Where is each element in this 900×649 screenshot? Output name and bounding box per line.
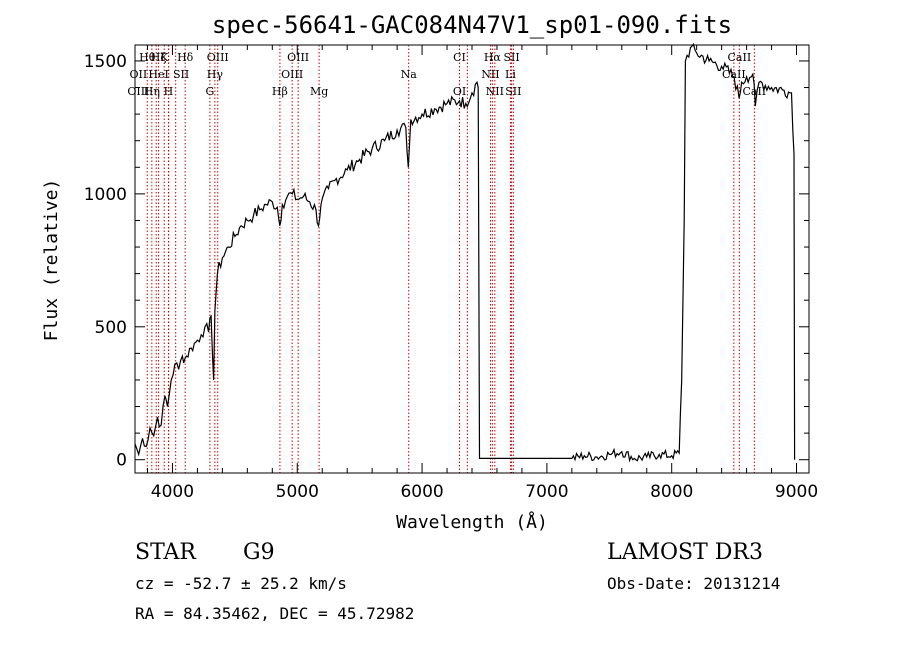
spectral-line-label: H <box>164 85 174 98</box>
spectral-line-label: Hα <box>484 51 502 64</box>
spectral-line-label: CaII <box>728 51 752 64</box>
y-tick-label: 1000 <box>84 185 127 205</box>
spectral-line-label: SII <box>503 51 519 64</box>
subclass-label: G9 <box>243 540 275 565</box>
y-tick-label: 500 <box>95 318 127 338</box>
spectral-line-label: Hδ <box>177 51 194 64</box>
spectral-line-label: G <box>205 85 214 98</box>
spectral-line-label: CaII <box>722 68 746 81</box>
survey-label: LAMOST DR3 <box>607 540 763 565</box>
cz-value: cz = -52.7 ± 25.2 km/s <box>135 574 347 593</box>
spectral-line-label: CI <box>453 51 466 64</box>
spectral-line-label: OIII <box>127 85 149 98</box>
spectral-line-label: NII <box>486 85 504 98</box>
spectral-line-label: Hη <box>144 85 160 98</box>
spectral-line-label: OIII <box>207 51 229 64</box>
spectral-line-label: Hβ <box>272 85 288 98</box>
spectral-line-label: Li <box>505 68 516 81</box>
spectral-line-label: OI <box>453 85 466 98</box>
chart-title: spec-56641-GAC084N47V1_sp01-090.fits <box>212 11 732 39</box>
spectral-line-label: SII <box>173 68 189 81</box>
plot-frame <box>134 44 810 474</box>
spectral-line-label: SII <box>505 85 521 98</box>
x-tick-label: 9000 <box>775 482 818 502</box>
x-tick-label: 5000 <box>276 482 319 502</box>
coordinates: RA = 84.35462, DEC = 45.72982 <box>135 604 415 623</box>
spectral-line-label: NII <box>481 68 499 81</box>
x-axis-label: Wavelength (Å) <box>396 511 548 533</box>
x-tick-label: 7000 <box>525 482 568 502</box>
spectral-line-label: OIII <box>287 51 309 64</box>
spectral-line-label: Hγ <box>207 68 224 81</box>
spectral-line-label: OIII <box>281 68 303 81</box>
spectral-line-label: Mg <box>310 85 328 98</box>
spectral-line-label: HeI <box>148 68 168 81</box>
spectral-line-label: Na <box>401 68 418 81</box>
flux-series-line <box>134 42 796 463</box>
y-tick-label: 0 <box>116 451 127 471</box>
x-tick-label: 8000 <box>650 482 693 502</box>
y-tick-label: 1500 <box>84 52 127 72</box>
y-axis-label: Flux (relative) <box>41 179 62 342</box>
obs-date: Obs-Date: 20131214 <box>607 574 781 593</box>
x-tick-label: 6000 <box>400 482 443 502</box>
spectral-line-label: OII <box>130 68 148 81</box>
spectral-line-label: K <box>160 51 169 64</box>
axis-ticks: 4000 5000 6000 7000 8000 9000 0 500 1000 1500 <box>84 45 818 502</box>
class-label: STAR <box>135 540 196 565</box>
x-tick-label: 4000 <box>151 482 194 502</box>
spectral-line-markers <box>146 45 755 473</box>
spectral-line-label: Hζ <box>151 51 167 64</box>
